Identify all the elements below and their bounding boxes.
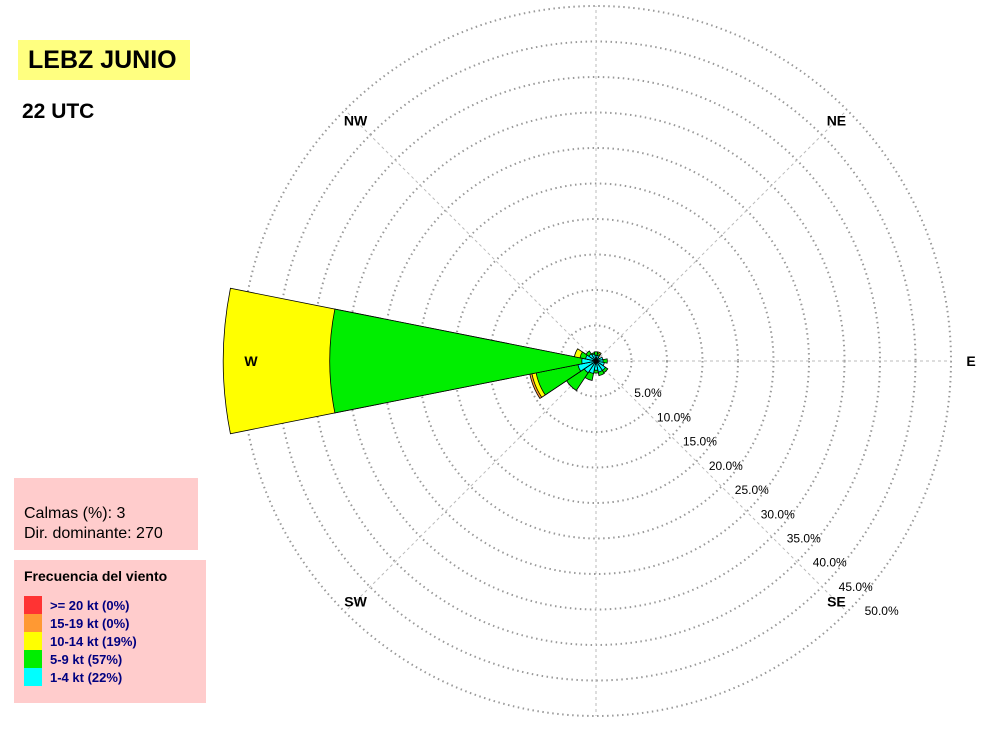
legend-item: 15-19 kt (0%)	[24, 614, 206, 632]
compass-label-ne: NE	[827, 113, 846, 129]
ring-label: 5.0%	[634, 386, 662, 400]
ring-label: 45.0%	[839, 580, 873, 594]
ring-label: 35.0%	[787, 531, 821, 545]
stats-box: Calmas (%): 3 Dir. dominante: 270	[14, 478, 198, 550]
grid-spoke	[344, 109, 597, 362]
chart-subtitle: 22 UTC	[22, 100, 95, 123]
ring-label: 25.0%	[735, 483, 769, 497]
legend-swatch	[24, 596, 42, 614]
rose-petals	[222, 287, 609, 435]
compass-label-w: W	[244, 353, 258, 369]
grid-spoke	[344, 360, 597, 613]
ring-label: 20.0%	[709, 459, 743, 473]
ring-label: 10.0%	[657, 410, 691, 424]
ring-label: 50.0%	[865, 604, 899, 618]
rose-petal	[591, 353, 597, 362]
legend-label: 10-14 kt (19%)	[50, 633, 137, 649]
ring-label: 15.0%	[683, 435, 717, 449]
legend-item: 1-4 kt (22%)	[24, 668, 206, 686]
rose-petal	[329, 308, 597, 414]
dominant-direction-text: Dir. dominante: 270	[24, 525, 163, 542]
legend-item: 10-14 kt (19%)	[24, 632, 206, 650]
grid-spoke	[595, 360, 848, 613]
legend-swatch	[24, 614, 42, 632]
grid-ring	[417, 182, 775, 540]
legend-label: >= 20 kt (0%)	[50, 597, 130, 613]
compass-label-sw: SW	[344, 593, 367, 609]
legend-swatch	[24, 632, 42, 650]
legend-label: 15-19 kt (0%)	[50, 615, 130, 631]
legend-item: >= 20 kt (0%)	[24, 596, 206, 614]
compass-label-e: E	[966, 353, 975, 369]
rose-labels: E NE NW W SW SE 5.0% 10.0% 15.0% 20.0% 25.0% 30.0% 3…	[244, 113, 975, 619]
legend-item: 5-9 kt (57%)	[24, 650, 206, 668]
legend: Frecuencia del viento >= 20 kt (0%) 15-1…	[14, 560, 206, 703]
grid-spoke	[595, 109, 848, 362]
legend-swatch	[24, 668, 42, 686]
chart-title: LEBZ JUNIO	[18, 40, 190, 80]
legend-title: Frecuencia del viento	[24, 568, 168, 584]
compass-label-se: SE	[827, 593, 846, 609]
grid-ring	[524, 289, 668, 433]
legend-swatch	[24, 650, 42, 668]
ring-label: 30.0%	[761, 507, 795, 521]
calms-text: Calmas (%): 3	[24, 505, 126, 522]
legend-label: 5-9 kt (57%)	[50, 651, 123, 667]
grid-ring	[488, 253, 704, 469]
legend-label: 1-4 kt (22%)	[50, 669, 123, 685]
ring-label: 40.0%	[813, 556, 847, 570]
compass-label-nw: NW	[344, 113, 368, 129]
